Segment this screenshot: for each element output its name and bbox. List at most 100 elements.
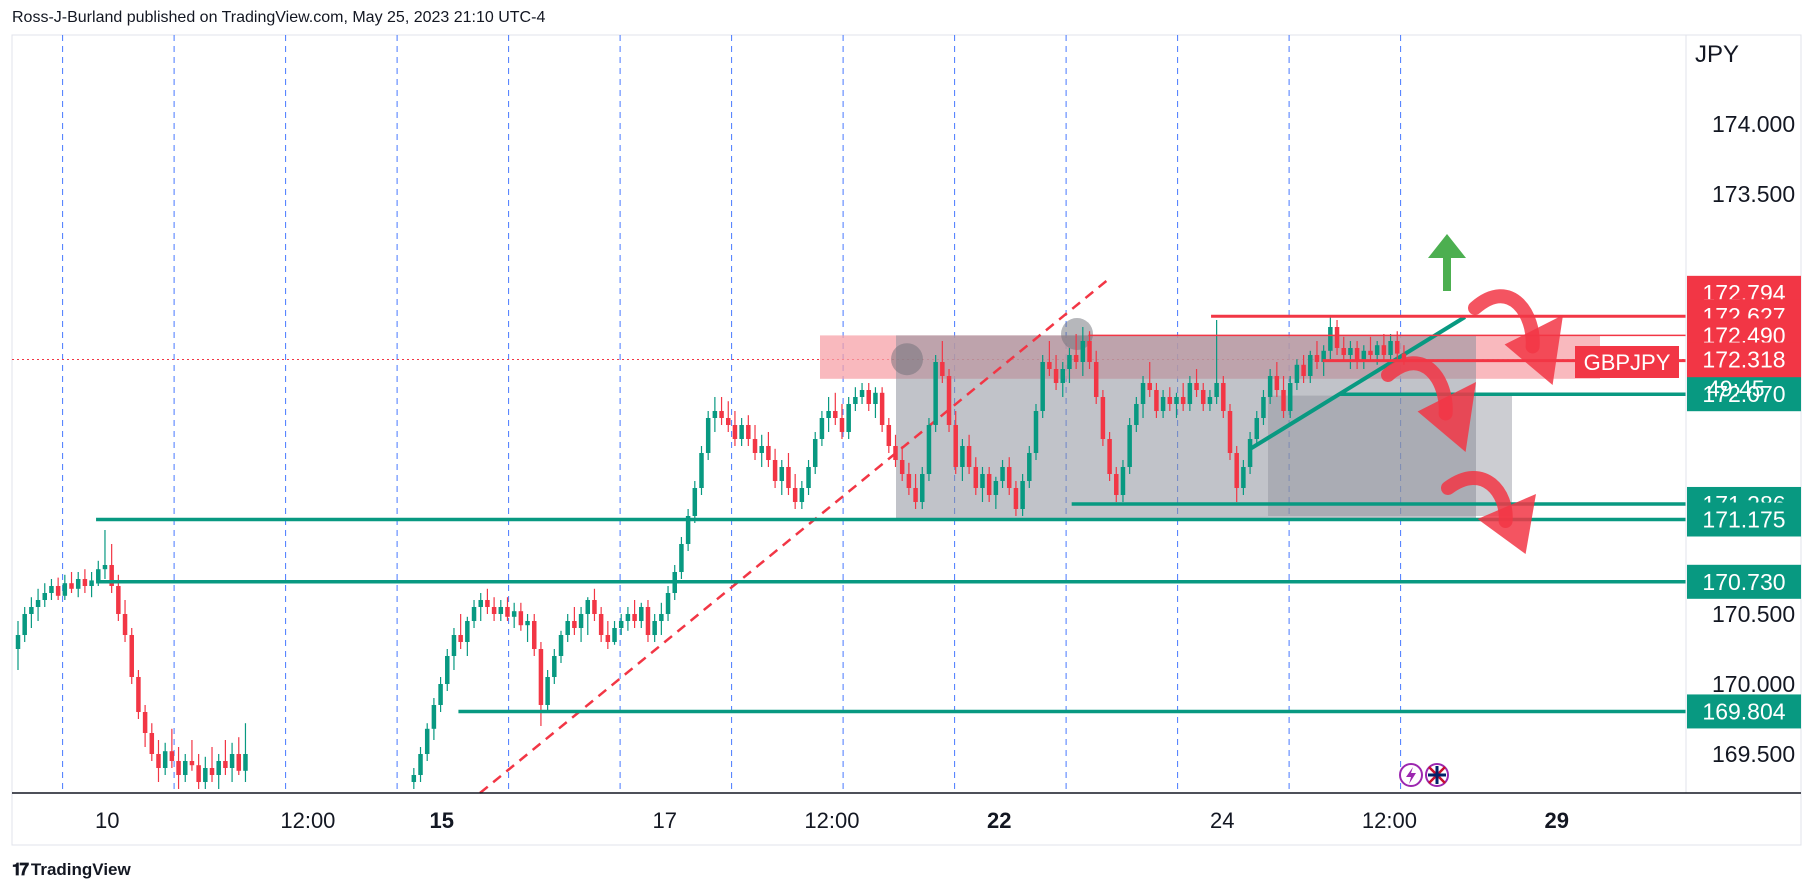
candle-body-87 [759,446,764,453]
candle-body-123 [1000,467,1005,481]
candle-body-40 [445,656,450,684]
y-axis-ticks: 174.000 173.500 170.500 170.000 169.500 [1712,111,1795,767]
candle-body-95 [812,439,818,467]
brand-name: TradingView [30,860,131,879]
price-label-8: 169.804 [1702,698,1785,724]
candle-body-6 [55,586,61,596]
candle-body-131 [1053,369,1059,383]
candle-body-102 [859,390,865,397]
candle-body-92 [792,488,798,502]
candle-body-132 [1060,369,1066,383]
candle-body-30 [216,761,221,775]
price-label-3: 172.318 [1702,346,1785,372]
candle-body-11 [89,580,94,586]
price-label-7: 170.730 [1702,569,1785,595]
candle-body-112 [926,425,932,474]
candle-body-157 [1227,411,1233,453]
candle-body-154 [1207,397,1213,404]
candle-body-141 [1120,467,1126,495]
candle-body-78 [699,453,704,488]
candle-body-2 [29,607,34,614]
candles-group [15,317,1407,789]
candle-body-75 [679,544,684,572]
candle-body-125 [1013,488,1019,509]
candle-body-128 [1033,411,1039,453]
candle-body-64 [605,635,611,642]
candle-body-83 [732,425,738,439]
y-tick-0: 174.000 [1712,111,1795,137]
uk-flag-cross [1428,766,1446,784]
candle-body-177 [1361,350,1367,362]
candle-body-117 [960,446,965,467]
candle-body-76 [685,516,691,544]
footer-brand[interactable]: 𝟏𝟕 TradingView [12,860,131,880]
candle-body-85 [746,425,751,439]
candle-body-58 [565,621,570,635]
candle-body-124 [1006,467,1012,488]
x-tick-7: 12:00 [1362,808,1417,833]
range-box [896,335,1476,521]
candle-body-36 [418,754,423,775]
candle-body-42 [458,635,463,642]
candle-body-150 [1180,397,1186,404]
price-labels-group: 172.794172.627172.490172.318172.070171.2… [1687,275,1801,729]
countdown-label: 49:45 [1707,375,1765,401]
candle-body-101 [853,397,858,404]
candle-body-166 [1287,383,1293,411]
candle-body-25 [183,761,188,775]
candle-body-35 [411,775,417,782]
candle-body-158 [1234,453,1239,488]
candle-body-86 [752,439,758,453]
candle-body-170 [1314,355,1320,362]
candle-body-33 [236,754,242,771]
candle-body-49 [505,607,510,617]
candle-body-137 [1093,362,1099,397]
candle-body-39 [438,684,443,705]
currency-label: JPY [1695,41,1739,68]
candle-body-99 [839,418,845,432]
candle-body-17 [129,635,134,677]
x-tick-3: 17 [652,808,676,833]
price-label-bg-6 [1687,502,1801,537]
candle-body-56 [552,656,557,677]
candle-body-81 [719,411,724,418]
candle-body-37 [424,728,430,754]
author-name[interactable]: Ross-J-Burland [12,9,123,26]
candle-body-66 [618,621,624,628]
candle-body-181 [1388,341,1393,355]
candle-body-67 [625,614,631,621]
price-label-4: 172.070 [1702,381,1785,407]
candle-body-44 [471,607,477,621]
gbpjpy-chart[interactable]: JPY 174.000173.500170.500170.000169.500 … [0,0,1814,860]
candle-body-149 [1174,397,1179,404]
candle-body-161 [1254,418,1260,439]
candle-body-89 [772,460,778,481]
candle-body-129 [1040,362,1045,411]
candle-body-97 [826,411,831,418]
candle-body-53 [531,621,537,649]
candle-body-174 [1341,348,1346,355]
candle-body-20 [149,733,155,754]
candle-body-46 [485,600,490,607]
tradingview-logo-icon: 𝟏𝟕 [12,860,29,880]
candle-body-22 [162,751,168,768]
candle-body-118 [966,446,972,467]
candle-body-120 [980,474,985,488]
candle-body-12 [96,569,101,581]
candle-body-173 [1334,327,1340,348]
candle-body-144 [1140,383,1146,404]
red-arrow-lower-icon-head [1477,494,1536,554]
symbol-badge[interactable]: GBPJPY [1575,346,1679,378]
candle-body-93 [799,488,805,502]
candle-body-29 [209,768,215,775]
candle-body-84 [739,425,744,439]
symbol-badge-bg [1575,346,1679,378]
candle-body-18 [136,677,141,712]
lightning-icon-glyph [1406,767,1416,784]
candle-body-26 [189,761,195,766]
candle-body-134 [1073,355,1079,362]
event-icons[interactable] [1399,763,1449,787]
candle-body-103 [866,390,871,404]
candle-body-109 [906,474,912,488]
marker-circle-left [891,343,923,376]
